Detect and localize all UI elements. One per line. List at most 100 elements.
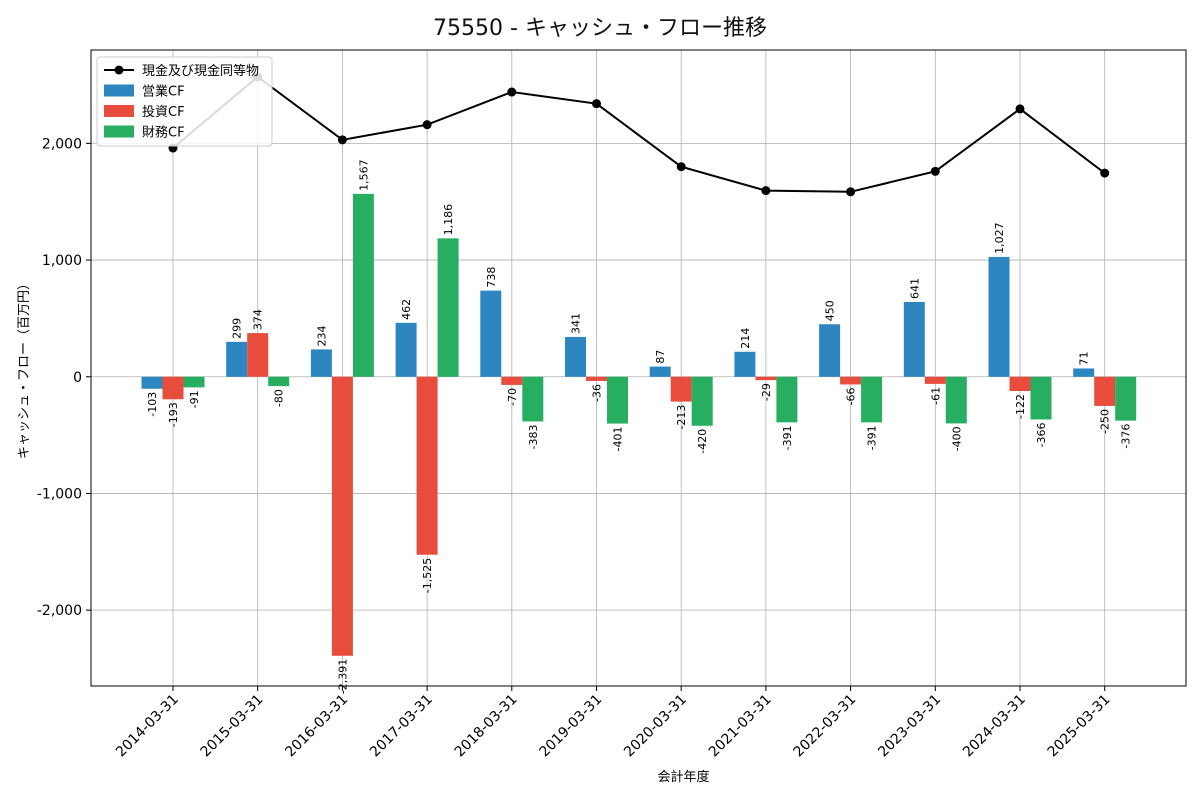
bar-投資CF (416, 376, 438, 555)
bar-投資CF (247, 333, 269, 377)
bar-value-label: -122 (1014, 394, 1027, 419)
plot-frame (90, 49, 1187, 687)
bar-value-label: -29 (760, 383, 773, 401)
cash-line-path (172, 75, 1106, 193)
bar-財務CF (522, 376, 544, 422)
bar-value-label: -420 (696, 429, 709, 454)
bar-value-label: -391 (781, 425, 794, 450)
bar-value-label: 450 (824, 300, 837, 321)
bar-投資CF (755, 376, 777, 381)
bar-財務CF (437, 238, 459, 377)
bar-value-label: -70 (506, 388, 519, 406)
bar-財務CF (268, 376, 290, 387)
cash-line-point (761, 186, 771, 196)
bar-営業CF (734, 351, 756, 377)
bar-営業CF (395, 322, 417, 377)
bar-value-label: -80 (273, 389, 286, 407)
bar-value-label: 462 (400, 299, 413, 320)
bar-value-label: -61 (929, 387, 942, 405)
bar-投資CF (586, 376, 607, 381)
bar-財務CF (183, 376, 205, 388)
x-tick-label: 2025-03-31 (1045, 692, 1114, 761)
legend-line-marker (114, 65, 124, 75)
x-tick-label: 2022-03-31 (791, 692, 860, 761)
legend-label: 現金及び現金同等物 (142, 63, 259, 79)
y-axis-label: キャッシュ・フロー（百万円） (17, 277, 32, 459)
x-tick-label: 2015-03-31 (198, 692, 267, 761)
y-tick-label: 2,000 (42, 136, 82, 152)
bar-value-label: 341 (570, 313, 583, 334)
x-tick-label: 2018-03-31 (452, 692, 521, 761)
bar-value-label: 214 (739, 328, 752, 349)
bar-営業CF (480, 290, 502, 377)
legend-label: 投資CF (142, 104, 185, 120)
x-tick-label: 2021-03-31 (706, 692, 775, 761)
bar-value-label: -91 (188, 390, 201, 408)
bar-value-label: 1,027 (993, 222, 1006, 254)
bar-財務CF (1115, 376, 1137, 421)
bar-value-label: 299 (231, 318, 244, 339)
legend-bar-swatch (104, 84, 134, 97)
bar-value-label: -213 (675, 405, 688, 430)
bar-value-label: -2,391 (336, 659, 349, 694)
bar-営業CF (1073, 368, 1095, 377)
x-tick-label: 2024-03-31 (960, 692, 1029, 761)
x-tick-label: 2016-03-31 (282, 692, 351, 761)
cash-line-point (1100, 168, 1110, 178)
cash-line-point (592, 99, 601, 109)
legend-label: 営業CF (142, 84, 185, 100)
bar-投資CF (840, 376, 862, 385)
legend-box (96, 56, 273, 147)
bar-value-label: -400 (950, 426, 963, 451)
y-axis: 2,000 1,000 0 -1,000 -2,000 キャッシュ・フロー（百万円） (17, 136, 91, 619)
bar-value-label: -401 (612, 427, 625, 452)
bar-投資CF (924, 376, 946, 384)
cash-line-point (337, 135, 347, 145)
bar-営業CF (141, 376, 163, 389)
bar-営業CF (903, 301, 925, 377)
bar-value-label: 71 (1078, 351, 1091, 365)
legend-bar-swatch (104, 105, 134, 117)
cash-line-point (422, 120, 432, 130)
bar-財務CF (352, 193, 374, 377)
x-tick-label: 2020-03-31 (621, 692, 690, 761)
cash-line (168, 72, 1110, 197)
bar-value-label: -66 (845, 387, 858, 405)
x-axis: 2014-03-31 2015-03-31 2016-03-31 2017-03-31… (113, 686, 1114, 785)
bar-value-label: 738 (485, 267, 498, 288)
bar-財務CF (1030, 376, 1052, 420)
bar-value-label: -366 (1035, 422, 1048, 447)
chart-title: 75550 - キャッシュ・フロー推移 (433, 16, 767, 41)
bar-営業CF (226, 341, 248, 377)
bar-value-label: 1,567 (357, 159, 370, 191)
bar-value-label: 234 (315, 325, 328, 346)
bar-投資CF (1009, 376, 1031, 391)
bar-value-label: -193 (167, 402, 180, 427)
bar-営業CF (988, 256, 1010, 377)
bar-財務CF (945, 376, 967, 424)
x-tick-label: 2014-03-31 (113, 692, 182, 761)
bar-labels: -103 299 234 462 738 341 87 214 450 641 1,027 71 -19… (146, 159, 1133, 694)
bar-value-label: -36 (591, 384, 604, 402)
bars (141, 193, 1137, 656)
bar-value-label: -1,525 (421, 558, 434, 593)
bar-value-label: -391 (866, 425, 879, 450)
bar-財務CF (861, 376, 883, 423)
cash-line-point (930, 166, 940, 176)
bar-value-label: 87 (654, 350, 667, 364)
bar-営業CF (565, 336, 586, 377)
x-tick-label: 2023-03-31 (875, 692, 944, 761)
bar-財務CF (691, 376, 713, 426)
y-tick-label: 1,000 (42, 253, 82, 269)
x-axis-label: 会計年度 (657, 769, 709, 785)
cash-line-point (1015, 104, 1025, 114)
y-tick-label: -2,000 (37, 603, 82, 619)
bar-営業CF (819, 324, 841, 377)
cash-line-point (846, 187, 856, 197)
legend-bar-swatch (104, 125, 134, 138)
x-tick-label: 2017-03-31 (367, 692, 436, 761)
bar-value-label: 374 (252, 309, 265, 330)
bar-投資CF (670, 376, 692, 402)
